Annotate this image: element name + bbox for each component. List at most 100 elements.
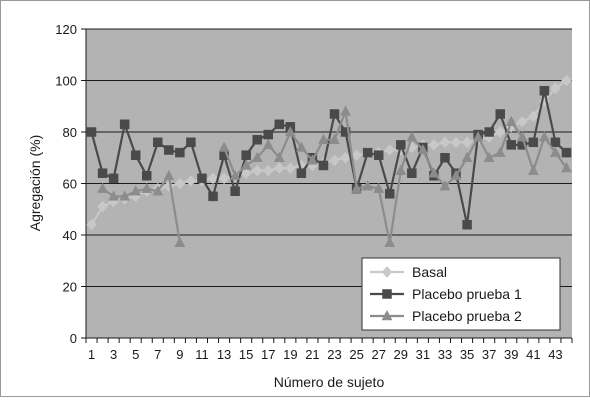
legend-label: Placebo prueba 1	[412, 286, 522, 302]
data-point	[439, 180, 451, 191]
x-tick-label: 21	[305, 347, 319, 362]
data-point	[494, 126, 506, 138]
data-point	[97, 182, 108, 193]
legend-marker	[381, 266, 393, 278]
x-tick-label: 5	[132, 347, 139, 362]
data-point	[385, 189, 395, 199]
axes	[85, 29, 573, 343]
x-tick-label: 3	[110, 347, 117, 362]
data-point	[472, 131, 484, 142]
series-lines	[86, 74, 572, 247]
data-point	[174, 177, 186, 190]
data-point	[483, 151, 495, 162]
data-point	[396, 140, 406, 150]
data-point	[153, 137, 163, 148]
x-axis-label: Número de sujeto	[274, 374, 385, 390]
data-point	[538, 131, 550, 142]
data-point	[142, 171, 152, 181]
data-point	[550, 82, 561, 95]
data-point	[152, 185, 164, 196]
data-point	[362, 180, 374, 191]
data-point	[362, 147, 373, 158]
y-tick-label: 120	[55, 22, 77, 37]
legend-marker	[381, 309, 393, 321]
x-tick-label: 25	[349, 347, 363, 362]
y-tick-label: 20	[63, 280, 77, 295]
x-tick-label: 39	[504, 347, 518, 362]
data-point	[207, 172, 219, 185]
x-tick-label: 43	[548, 347, 562, 362]
x-tick-label: 13	[217, 347, 231, 362]
data-point	[119, 119, 130, 130]
data-point	[561, 162, 572, 173]
y-tick-label: 0	[70, 331, 77, 346]
data-point	[417, 143, 429, 155]
x-tick-label: 29	[394, 347, 408, 362]
data-point	[461, 136, 473, 149]
data-point	[174, 236, 186, 247]
data-point	[373, 182, 385, 193]
data-point	[295, 141, 307, 152]
data-point	[373, 150, 384, 160]
x-tick-label: 1	[88, 347, 95, 362]
data-point	[329, 154, 340, 167]
legend-label: Basal	[412, 264, 447, 280]
data-point	[108, 190, 120, 201]
data-point	[428, 139, 440, 151]
x-tick-label: 31	[416, 347, 430, 362]
data-point	[527, 164, 539, 175]
data-point	[505, 115, 517, 126]
data-point	[450, 136, 462, 149]
series-line	[223, 110, 568, 244]
legend-marker	[382, 289, 392, 299]
data-point	[263, 129, 273, 140]
x-tick-label: 17	[261, 347, 275, 362]
data-point	[164, 145, 174, 155]
x-tick-label: 27	[371, 347, 385, 362]
data-point	[395, 164, 407, 175]
data-point	[340, 105, 351, 116]
data-point	[550, 146, 561, 157]
data-point	[108, 173, 119, 184]
data-point	[561, 74, 572, 87]
data-point	[251, 151, 263, 162]
data-point	[240, 167, 252, 180]
data-point	[229, 169, 241, 181]
legend: Basal Placebo prueba 1 Placebo prueba 2	[361, 257, 561, 331]
data-point	[218, 172, 230, 185]
data-point	[252, 134, 262, 145]
data-point	[528, 137, 539, 148]
data-point	[439, 136, 451, 149]
data-point	[262, 164, 274, 177]
y-tick-label: 60	[63, 177, 77, 192]
data-point	[185, 175, 197, 187]
y-axis-label: Agregación (%)	[27, 135, 43, 232]
data-point	[141, 182, 153, 193]
data-point	[329, 133, 340, 144]
data-point	[494, 146, 506, 157]
data-point	[384, 236, 396, 247]
data-point	[351, 182, 363, 193]
data-point	[251, 164, 263, 177]
data-point	[130, 150, 141, 160]
y-tick-label: 80	[63, 125, 77, 140]
data-point	[119, 190, 131, 201]
x-tick-label: 37	[482, 347, 496, 362]
data-point	[274, 119, 285, 130]
data-point	[384, 144, 396, 156]
data-point	[163, 169, 175, 181]
data-point	[284, 125, 296, 137]
data-point	[97, 168, 108, 178]
data-point	[296, 168, 307, 178]
data-point	[495, 109, 505, 119]
data-point	[484, 127, 494, 137]
data-point	[406, 131, 418, 142]
data-point	[186, 137, 196, 148]
data-point	[462, 219, 472, 230]
data-point	[450, 169, 462, 181]
data-point	[440, 153, 450, 163]
data-point	[86, 218, 97, 231]
data-point	[516, 115, 528, 128]
x-tick-label: 33	[438, 347, 452, 362]
data-point	[262, 138, 274, 150]
